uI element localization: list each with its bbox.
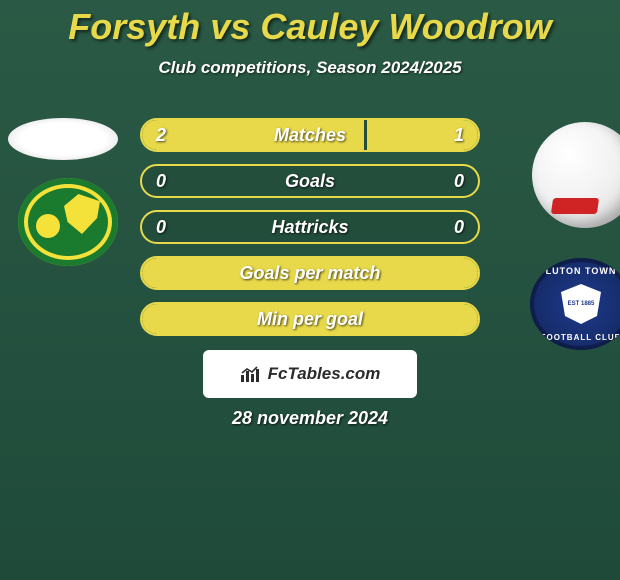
date-text: 28 november 2024 (0, 408, 620, 429)
stat-row: 0 Goals 0 (140, 164, 480, 198)
stat-row: Goals per match (140, 256, 480, 290)
club-right-bottom-text: FOOTBALL CLUB (530, 333, 620, 342)
stat-right-value: 0 (454, 217, 464, 238)
brand-text: FcTables.com (268, 364, 381, 384)
stat-label: Min per goal (257, 309, 363, 330)
club-right-shield-text: EST 1885 (568, 301, 595, 308)
stat-label: Goals per match (239, 263, 380, 284)
stat-left-value: 2 (156, 125, 166, 146)
player-left-avatar (8, 118, 118, 160)
club-left-badge (18, 178, 118, 266)
page-title: Forsyth vs Cauley Woodrow (0, 0, 620, 48)
subtitle: Club competitions, Season 2024/2025 (0, 58, 620, 78)
stat-row: 0 Hattricks 0 (140, 210, 480, 244)
stat-label: Hattricks (271, 217, 348, 238)
stat-row: Min per goal (140, 302, 480, 336)
stat-right-value: 1 (454, 125, 464, 146)
player-right-avatar (532, 122, 620, 228)
stats-container: 2 Matches 1 0 Goals 0 0 Hattricks 0 Goals per mat… (140, 118, 480, 348)
stat-row: 2 Matches 1 (140, 118, 480, 152)
club-right-top-text: LUTON TOWN (530, 266, 620, 276)
stat-label: Goals (285, 171, 335, 192)
club-right-badge: LUTON TOWN EST 1885 FOOTBALL CLUB (530, 258, 620, 350)
stat-left-value: 0 (156, 171, 166, 192)
brand-badge: FcTables.com (203, 350, 417, 398)
stat-label: Matches (274, 125, 346, 146)
chart-icon (240, 365, 262, 383)
stat-right-value: 0 (454, 171, 464, 192)
stat-left-value: 0 (156, 217, 166, 238)
